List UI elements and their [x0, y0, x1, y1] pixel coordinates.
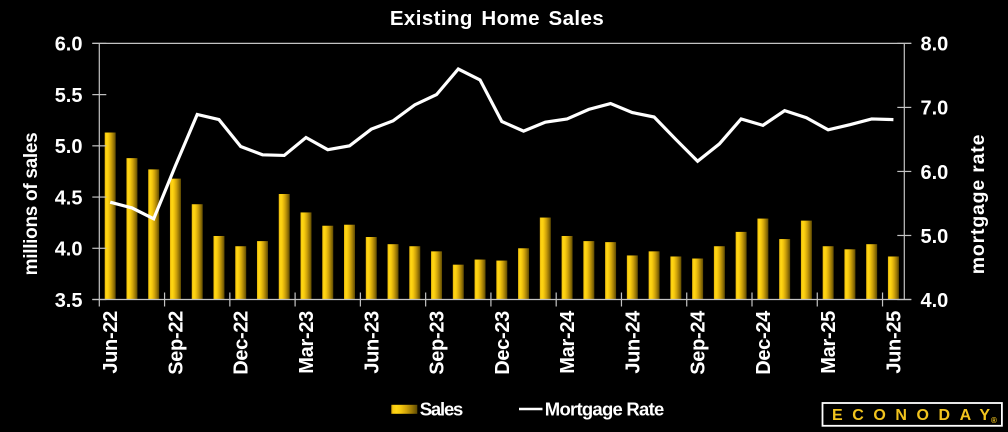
svg-text:4.0: 4.0	[921, 290, 949, 312]
svg-text:Mar-25: Mar-25	[818, 311, 840, 374]
svg-text:Sep-24: Sep-24	[688, 310, 710, 375]
svg-text:7.0: 7.0	[921, 98, 949, 120]
svg-text:4.5: 4.5	[55, 187, 83, 209]
svg-text:4.0: 4.0	[55, 239, 83, 261]
svg-text:Sales: Sales	[420, 398, 463, 419]
svg-text:Mar-24: Mar-24	[557, 310, 579, 374]
svg-text:8.0: 8.0	[921, 34, 949, 56]
svg-text:Sep-23: Sep-23	[427, 311, 449, 375]
svg-text:Dec-24: Dec-24	[753, 310, 775, 375]
svg-text:5.0: 5.0	[921, 226, 949, 248]
svg-text:3.5: 3.5	[55, 290, 83, 312]
svg-text:Dec-23: Dec-23	[492, 311, 514, 375]
svg-text:Mar-23: Mar-23	[296, 311, 318, 374]
svg-text:millions of sales: millions of sales	[21, 133, 42, 276]
svg-text:Jun-25: Jun-25	[883, 311, 905, 374]
svg-text:Sep-22: Sep-22	[165, 311, 187, 375]
svg-text:mortgage rate: mortgage rate	[967, 134, 989, 274]
svg-text:Mortgage Rate: Mortgage Rate	[545, 398, 664, 419]
svg-text:Jun-22: Jun-22	[100, 311, 122, 374]
svg-text:6.0: 6.0	[55, 34, 83, 56]
svg-text:5.0: 5.0	[55, 136, 83, 158]
svg-text:6.0: 6.0	[921, 162, 949, 184]
svg-text:Existing Home Sales: Existing Home Sales	[390, 7, 604, 30]
svg-text:®: ®	[991, 416, 997, 425]
svg-text:Dec-22: Dec-22	[231, 311, 253, 375]
svg-text:5.5: 5.5	[55, 85, 83, 107]
svg-text:Jun-23: Jun-23	[361, 311, 383, 374]
svg-text:Jun-24: Jun-24	[622, 310, 644, 374]
